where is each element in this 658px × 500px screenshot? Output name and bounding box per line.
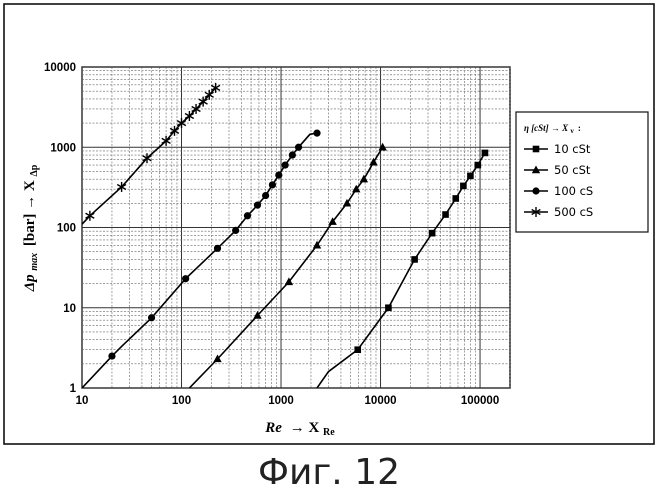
data-point-square	[475, 162, 482, 169]
square-marker-shape	[442, 211, 449, 218]
data-point-square	[429, 230, 436, 237]
data-point-square	[354, 346, 361, 353]
legend-label: 10 cSt	[554, 142, 591, 156]
square-marker-shape	[429, 230, 436, 237]
y-axis-label-max: max	[29, 253, 40, 271]
y-tick-label: 100	[57, 223, 76, 235]
square-marker-shape	[467, 173, 474, 180]
x-axis-label-main: Re	[264, 420, 282, 436]
data-point-square	[460, 183, 467, 190]
data-point-circle	[232, 227, 239, 234]
legend-marker-square	[533, 146, 540, 153]
square-marker-shape	[482, 150, 489, 157]
data-point-circle	[182, 275, 189, 282]
circle-marker-shape	[282, 161, 289, 168]
legend-label: 100 cS	[554, 184, 593, 198]
x-tick-label: 1000	[268, 395, 294, 407]
legend-title-sub: ν	[569, 127, 574, 135]
data-point-circle	[289, 151, 296, 158]
data-point-circle	[282, 161, 289, 168]
x-tick-label: 100	[172, 395, 191, 407]
y-tick-label: 1000	[50, 142, 76, 154]
legend-label: 500 cS	[554, 205, 593, 219]
x-tick-label: 10000	[365, 395, 397, 407]
square-marker-shape	[475, 162, 482, 169]
legend-title-main: η [cSt] → X	[524, 123, 569, 133]
circle-marker-shape	[148, 314, 155, 321]
square-marker-shape	[411, 256, 418, 263]
figure-caption: Фиг. 12	[0, 452, 658, 493]
circle-marker-shape	[214, 245, 221, 252]
data-point-square	[411, 256, 418, 263]
x-axis-label-arrow: → X	[290, 420, 320, 436]
data-point-square	[452, 195, 459, 202]
square-marker-shape	[354, 346, 361, 353]
circle-marker-shape	[532, 187, 539, 194]
circle-marker-shape	[275, 171, 282, 178]
data-point-circle	[295, 144, 302, 151]
square-marker-shape	[385, 304, 392, 311]
square-marker-shape	[533, 146, 540, 153]
circle-marker-shape	[108, 352, 115, 359]
circle-marker-shape	[262, 192, 269, 199]
x-tick-label: 100000	[461, 395, 499, 407]
circle-marker-shape	[269, 181, 276, 188]
data-point-circle	[269, 181, 276, 188]
data-point-square	[385, 304, 392, 311]
legend-title-colon: :	[578, 123, 581, 133]
data-point-square	[482, 150, 489, 157]
square-marker-shape	[452, 195, 459, 202]
data-point-circle	[262, 192, 269, 199]
y-axis-label-rest: [bar] → X	[22, 180, 38, 246]
legend-marker-circle	[532, 187, 539, 194]
circle-marker-shape	[182, 275, 189, 282]
data-point-circle	[108, 352, 115, 359]
y-tick-label: 1	[70, 383, 77, 395]
x-axis-label-sub: Re	[323, 427, 335, 438]
square-marker-shape	[460, 183, 467, 190]
data-point-circle	[214, 245, 221, 252]
y-tick-label: 10000	[44, 62, 76, 74]
y-tick-label: 10	[63, 303, 76, 315]
data-point-circle	[313, 130, 320, 137]
data-point-square	[467, 173, 474, 180]
circle-marker-shape	[244, 212, 251, 219]
circle-marker-shape	[313, 130, 320, 137]
data-point-circle	[244, 212, 251, 219]
circle-marker-shape	[295, 144, 302, 151]
y-axis-label-main: Δp	[22, 274, 38, 292]
legend-label: 50 cSt	[554, 163, 591, 177]
data-point-circle	[275, 171, 282, 178]
data-point-circle	[148, 314, 155, 321]
circle-marker-shape	[254, 202, 261, 209]
y-axis-label-sub: Δp	[29, 164, 40, 176]
data-point-square	[442, 211, 449, 218]
circle-marker-shape	[232, 227, 239, 234]
circle-marker-shape	[289, 151, 296, 158]
x-tick-label: 10	[76, 395, 89, 407]
data-point-circle	[254, 202, 261, 209]
